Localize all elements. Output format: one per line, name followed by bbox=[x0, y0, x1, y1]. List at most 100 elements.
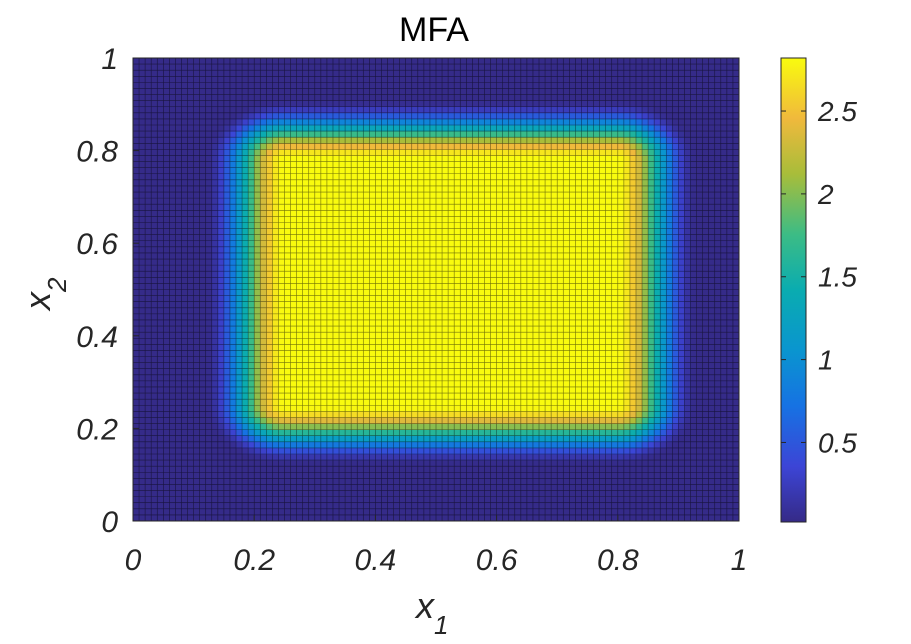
heatmap-cell bbox=[199, 460, 207, 467]
heatmap-cell bbox=[708, 405, 716, 412]
heatmap-cell bbox=[617, 429, 625, 437]
heatmap-cell bbox=[417, 326, 425, 333]
heatmap-cell bbox=[363, 259, 370, 266]
heatmap-cell bbox=[236, 460, 243, 467]
heatmap-cell bbox=[593, 344, 600, 351]
heatmap-cell bbox=[369, 362, 376, 369]
heatmap-cell bbox=[732, 411, 740, 418]
heatmap-cell bbox=[254, 374, 261, 382]
heatmap-cell bbox=[229, 289, 237, 296]
heatmap-cell bbox=[442, 295, 449, 302]
heatmap-cell bbox=[229, 423, 237, 430]
heatmap-cell bbox=[423, 514, 431, 522]
heatmap-cell bbox=[696, 472, 703, 479]
heatmap-cell bbox=[326, 374, 334, 382]
heatmap-cell bbox=[575, 240, 582, 248]
heatmap-cell bbox=[151, 490, 158, 497]
heatmap-cell bbox=[229, 441, 237, 449]
heatmap-cell bbox=[169, 234, 176, 242]
heatmap-cell bbox=[314, 356, 322, 363]
heatmap-cell bbox=[654, 362, 661, 369]
heatmap-cell bbox=[405, 344, 413, 351]
heatmap-cell bbox=[587, 374, 594, 382]
heatmap-cell bbox=[205, 216, 213, 223]
heatmap-cell bbox=[254, 350, 261, 357]
heatmap-cell bbox=[411, 374, 419, 382]
heatmap-cell bbox=[648, 246, 655, 254]
heatmap-cell bbox=[187, 313, 194, 321]
heatmap-cell bbox=[387, 350, 394, 357]
heatmap-cell bbox=[690, 319, 697, 327]
heatmap-cell bbox=[345, 265, 352, 272]
heatmap-cell bbox=[660, 496, 667, 504]
heatmap-cell bbox=[133, 490, 140, 497]
heatmap-cell bbox=[623, 399, 631, 406]
heatmap-cell bbox=[702, 374, 709, 382]
heatmap-cell bbox=[314, 326, 322, 333]
heatmap-cell bbox=[514, 429, 522, 437]
heatmap-cell bbox=[520, 386, 528, 394]
heatmap-cell bbox=[260, 228, 267, 235]
heatmap-cell bbox=[460, 380, 467, 388]
heatmap-cell bbox=[442, 277, 449, 284]
heatmap-cell bbox=[514, 423, 522, 430]
heatmap-cell bbox=[539, 380, 546, 388]
heatmap-cell bbox=[460, 490, 467, 497]
heatmap-cell bbox=[211, 386, 219, 394]
heatmap-cell bbox=[635, 484, 643, 491]
heatmap-cell bbox=[308, 289, 316, 296]
heatmap-cell bbox=[429, 246, 437, 254]
heatmap-cell bbox=[714, 484, 722, 491]
heatmap-cell bbox=[484, 338, 491, 345]
heatmap-cell bbox=[278, 441, 285, 449]
heatmap-cell bbox=[405, 246, 413, 254]
heatmap-cell bbox=[236, 301, 243, 309]
heatmap-cell bbox=[229, 246, 237, 254]
heatmap-cell bbox=[496, 374, 503, 382]
heatmap-cell bbox=[702, 338, 709, 345]
heatmap-cell bbox=[551, 453, 558, 461]
heatmap-cell bbox=[490, 478, 497, 485]
heatmap-cell bbox=[496, 466, 503, 473]
heatmap-cell bbox=[539, 252, 546, 260]
heatmap-cell bbox=[357, 393, 364, 400]
heatmap-cell bbox=[508, 460, 516, 467]
heatmap-cell bbox=[490, 508, 497, 516]
heatmap-cell bbox=[520, 301, 528, 309]
heatmap-cell bbox=[229, 472, 237, 479]
heatmap-cell bbox=[472, 252, 479, 260]
heatmap-cell bbox=[229, 508, 237, 516]
heatmap-cell bbox=[175, 301, 182, 309]
heatmap-cell bbox=[581, 417, 588, 424]
heatmap-cell bbox=[629, 234, 637, 242]
heatmap-cell bbox=[399, 289, 406, 296]
heatmap-cell bbox=[690, 484, 697, 491]
heatmap-cell bbox=[726, 234, 734, 242]
heatmap-cell bbox=[145, 295, 152, 302]
heatmap-cell bbox=[629, 478, 637, 485]
heatmap-cell bbox=[332, 338, 340, 345]
heatmap-cell bbox=[472, 380, 479, 388]
heatmap-cell bbox=[726, 484, 734, 491]
heatmap-cell bbox=[345, 313, 352, 321]
heatmap-cell bbox=[732, 435, 740, 443]
heatmap-cell bbox=[345, 356, 352, 363]
heatmap-cell bbox=[326, 429, 334, 437]
heatmap-cell bbox=[375, 295, 382, 302]
heatmap-cell bbox=[417, 265, 425, 272]
heatmap-cell bbox=[205, 259, 213, 266]
heatmap-cell bbox=[369, 429, 376, 437]
heatmap-cell bbox=[436, 289, 443, 296]
heatmap-cell bbox=[587, 368, 594, 376]
heatmap-cell bbox=[732, 460, 740, 467]
heatmap-cell bbox=[678, 405, 685, 412]
heatmap-cell bbox=[539, 326, 546, 333]
heatmap-cell bbox=[599, 307, 606, 315]
heatmap-cell bbox=[484, 380, 491, 388]
heatmap-cell bbox=[248, 435, 255, 443]
heatmap-cell bbox=[714, 265, 722, 272]
heatmap-cell bbox=[635, 313, 643, 321]
heatmap-cell bbox=[563, 423, 570, 430]
heatmap-cell bbox=[181, 326, 188, 333]
heatmap-cell bbox=[629, 259, 637, 266]
